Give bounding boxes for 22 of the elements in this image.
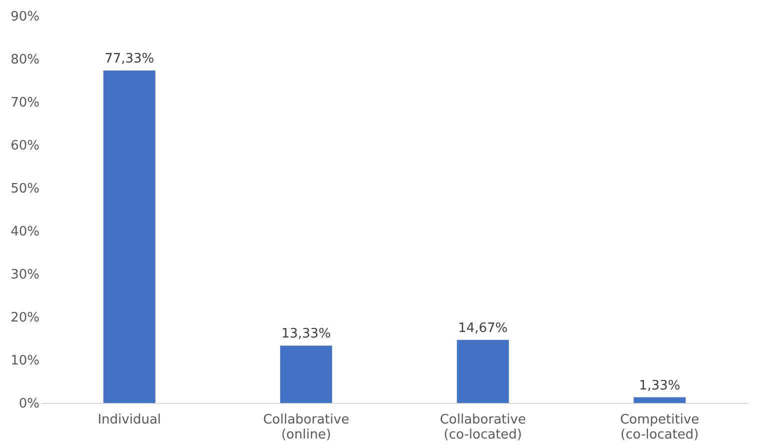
x-tick-label: Individual — [98, 412, 162, 428]
bar — [634, 397, 686, 403]
data-label: 13,33% — [281, 326, 331, 342]
y-tick-label: 70% — [10, 96, 40, 110]
y-tick-label: 90% — [10, 10, 40, 24]
x-tick-label: Collaborative (online) — [263, 412, 350, 442]
data-label: 1,33% — [638, 378, 680, 394]
bar — [280, 346, 332, 403]
y-tick-label: 0% — [18, 396, 40, 412]
x-tick-label: Competitive (co-located) — [620, 412, 700, 442]
bar — [103, 70, 156, 403]
y-tick-label: 30% — [10, 268, 40, 282]
data-label: 14,67% — [458, 320, 508, 336]
bar — [456, 340, 509, 403]
y-tick-label: 10% — [10, 354, 40, 368]
y-tick-label: 50% — [10, 182, 40, 196]
y-tick-label: 40% — [10, 224, 40, 240]
y-tick-label: 20% — [10, 310, 40, 326]
y-tick-label: 60% — [10, 138, 40, 154]
data-label: 77,33% — [104, 51, 154, 66]
y-tick-label: 80% — [10, 52, 40, 68]
x-tick-label: Collaborative (co-located) — [440, 412, 526, 442]
